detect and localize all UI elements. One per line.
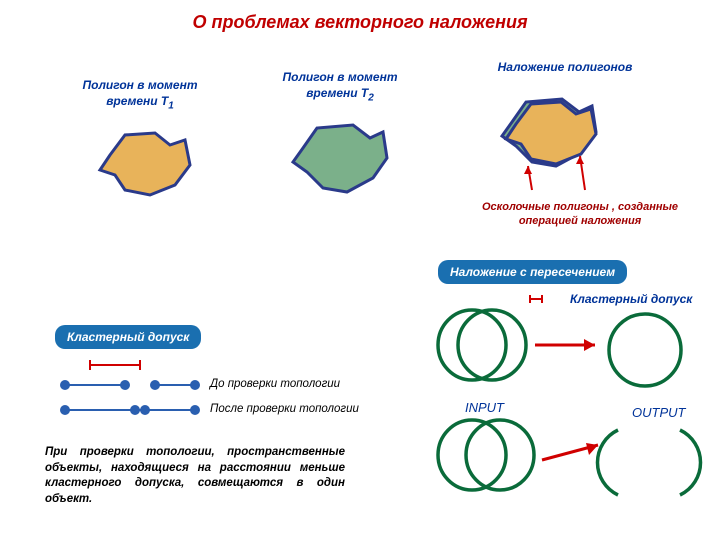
polygon-overlay <box>490 80 640 200</box>
label-before-topology: До проверки топологии <box>210 378 340 390</box>
label-output: OUTPUT <box>632 405 685 420</box>
tolerance-diagram <box>55 355 285 445</box>
label-poly-t1: Полигон в момент времени T1 <box>70 78 210 112</box>
label-sliver: Осколочные полигоны , созданные операцие… <box>470 200 690 229</box>
polygon-t1 <box>90 115 210 215</box>
label-poly-t2: Полигон в момент времени T2 <box>270 70 410 104</box>
label-after-topology: После проверки топологии <box>210 403 359 415</box>
paragraph-tolerance: При проверки топологии, пространственные… <box>45 445 345 507</box>
label-overlay: Наложение полигонов <box>480 60 650 76</box>
page-title: О проблемах векторного наложения <box>0 0 720 33</box>
label-input: INPUT <box>465 400 504 415</box>
polygon-t2 <box>285 110 405 210</box>
badge-cluster-tolerance-left: Кластерный допуск <box>55 325 201 349</box>
badge-overlay-intersect: Наложение с пересечением <box>438 260 627 284</box>
